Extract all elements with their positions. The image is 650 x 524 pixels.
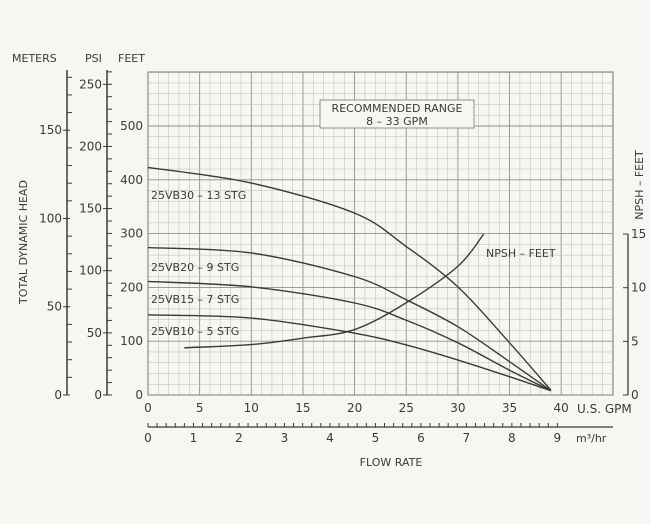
gpm-tick-label: 15: [295, 401, 310, 415]
m3hr-tick-label: 8: [508, 431, 516, 445]
m3hr-tick-label: 0: [144, 431, 152, 445]
psi-tick-label: 150: [79, 202, 102, 216]
psi-tick-label: 250: [79, 77, 102, 91]
feet-tick-label: 100: [120, 334, 143, 348]
m3hr-tick-label: 3: [281, 431, 289, 445]
series-label-25vb20: 25VB20 – 9 STG: [151, 261, 239, 274]
meters-axis-title: METERS: [12, 52, 57, 65]
plot-frame: [147, 71, 614, 396]
m3hr-tick-label: 5: [372, 431, 380, 445]
series-curve-3: [147, 314, 552, 392]
feet-axis-title: FEET: [118, 52, 145, 65]
gpm-tick-label: 35: [502, 401, 517, 415]
recommended-range-annotation: RECOMMENDED RANGE 8 – 33 GPM: [319, 99, 475, 129]
psi-tick-label: 100: [79, 264, 102, 278]
meters-tick-label: 0: [54, 388, 62, 402]
series-curve-0: [147, 166, 552, 391]
m3hr-unit-label: m³/hr: [576, 432, 607, 445]
series-curve-4: [184, 233, 485, 349]
m3hr-tick-label: 9: [554, 431, 562, 445]
gpm-tick-label: 20: [347, 401, 362, 415]
gpm-tick-label: 5: [196, 401, 204, 415]
series-label-npsh: NPSH – FEET: [486, 247, 556, 260]
feet-tick-label: 500: [120, 119, 143, 133]
series-label-25vb15: 25VB15 – 7 STG: [151, 293, 239, 306]
feet-tick-label: 200: [120, 280, 143, 294]
axes: 0100200300400500050100150050100150200250…: [39, 70, 646, 445]
meters-tick-label: 50: [47, 300, 62, 314]
meters-tick-label: 150: [39, 123, 62, 137]
npsh-tick-label: 5: [631, 334, 639, 348]
npsh-tick-label: 15: [631, 227, 646, 241]
gpm-tick-label: 0: [144, 401, 152, 415]
npsh-tick-label: 10: [631, 281, 646, 295]
m3hr-tick-label: 7: [463, 431, 471, 445]
feet-tick-label: 300: [120, 227, 143, 241]
gpm-tick-label: 40: [554, 401, 569, 415]
feet-tick-label: 400: [120, 173, 143, 187]
gpm-tick-label: 10: [244, 401, 259, 415]
gpm-tick-label: 25: [399, 401, 414, 415]
npsh-tick-label: 0: [631, 388, 639, 402]
psi-axis-title: PSI: [85, 52, 102, 65]
annotation-line-1: RECOMMENDED RANGE: [332, 102, 463, 115]
psi-tick-label: 200: [79, 139, 102, 153]
curves: [147, 166, 552, 392]
series-curve-1: [147, 246, 552, 392]
psi-tick-label: 0: [94, 388, 102, 402]
series-curve-2: [147, 280, 552, 392]
gpm-unit-label: U.S. GPM: [577, 402, 632, 416]
m3hr-tick-label: 1: [190, 431, 198, 445]
m3hr-tick-label: 2: [235, 431, 243, 445]
npsh-axis-label: NPSH – FEET: [633, 150, 646, 220]
meters-tick-label: 100: [39, 211, 62, 225]
m3hr-tick-label: 6: [417, 431, 425, 445]
annotation-line-2: 8 – 33 GPM: [366, 115, 428, 128]
series-label-25vb30: 25VB30 – 13 STG: [151, 189, 246, 202]
feet-tick-label: 0: [135, 388, 143, 402]
y-axis-label: TOTAL DYNAMIC HEAD: [17, 180, 30, 305]
psi-tick-label: 50: [87, 326, 102, 340]
gpm-tick-label: 30: [450, 401, 465, 415]
series-label-25vb10: 25VB10 – 5 STG: [151, 325, 239, 338]
x-axis-label: FLOW RATE: [360, 456, 423, 469]
m3hr-tick-label: 4: [326, 431, 334, 445]
